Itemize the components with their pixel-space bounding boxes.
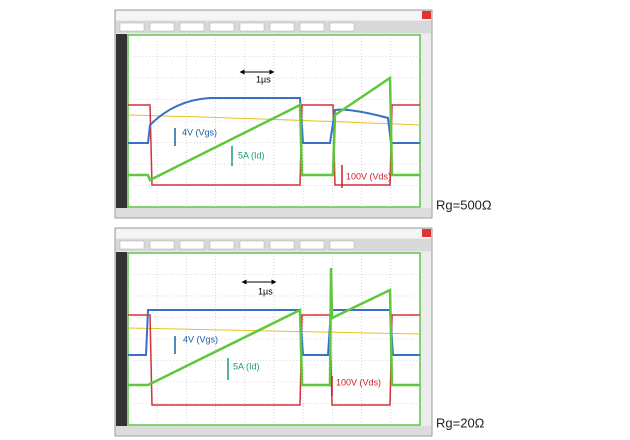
green-trace (128, 267, 420, 387)
caption: Rg=20Ω (436, 415, 485, 430)
toolbar-field[interactable] (329, 240, 355, 250)
vgs-label: 4V (Vgs) (182, 127, 217, 137)
vgs-label: 4V (Vgs) (183, 334, 218, 344)
toolbar-field[interactable] (119, 22, 145, 32)
status-bar (116, 208, 431, 217)
toolbar-field[interactable] (179, 22, 205, 32)
channel-strip (116, 252, 127, 426)
menu-bar (116, 11, 431, 20)
time-scale-label: 1µs (258, 286, 273, 296)
toolbar-field[interactable] (239, 240, 265, 250)
toolbar-field[interactable] (269, 22, 295, 32)
scope-panel: 1µs 4V (Vgs) 5A (Id) 100V (Vds) Rg=20Ω (114, 227, 485, 437)
green-trace (128, 75, 420, 182)
toolbar-field[interactable] (149, 240, 175, 250)
toolbar-field[interactable] (179, 240, 205, 250)
close-button[interactable] (422, 11, 431, 19)
toolbar-field[interactable] (239, 22, 265, 32)
id-label: 5A (Id) (233, 361, 260, 371)
scope-panel: 1µs 4V (Vgs) 5A (Id) 100V (Vds) Rg=500Ω (114, 9, 492, 219)
vds-label: 100V (Vds) (346, 171, 391, 181)
right-scale (421, 35, 431, 207)
caption: Rg=500Ω (436, 197, 492, 212)
id-label: 5A (Id) (238, 150, 265, 160)
toolbar-field[interactable] (209, 22, 235, 32)
right-scale (421, 253, 431, 425)
toolbar-field[interactable] (299, 240, 325, 250)
menu-bar (116, 229, 431, 238)
time-scale-label: 1µs (256, 74, 271, 84)
toolbar-field[interactable] (119, 240, 145, 250)
close-button[interactable] (422, 229, 431, 237)
yellow-trace (127, 327, 421, 335)
plot-area (127, 252, 421, 426)
channel-strip (116, 34, 127, 208)
toolbar-field[interactable] (149, 22, 175, 32)
toolbar-field[interactable] (329, 22, 355, 32)
toolbar-field[interactable] (269, 240, 295, 250)
toolbar-field[interactable] (209, 240, 235, 250)
status-bar (116, 426, 431, 435)
vds-label: 100V (Vds) (336, 377, 381, 387)
toolbar-field[interactable] (299, 22, 325, 32)
